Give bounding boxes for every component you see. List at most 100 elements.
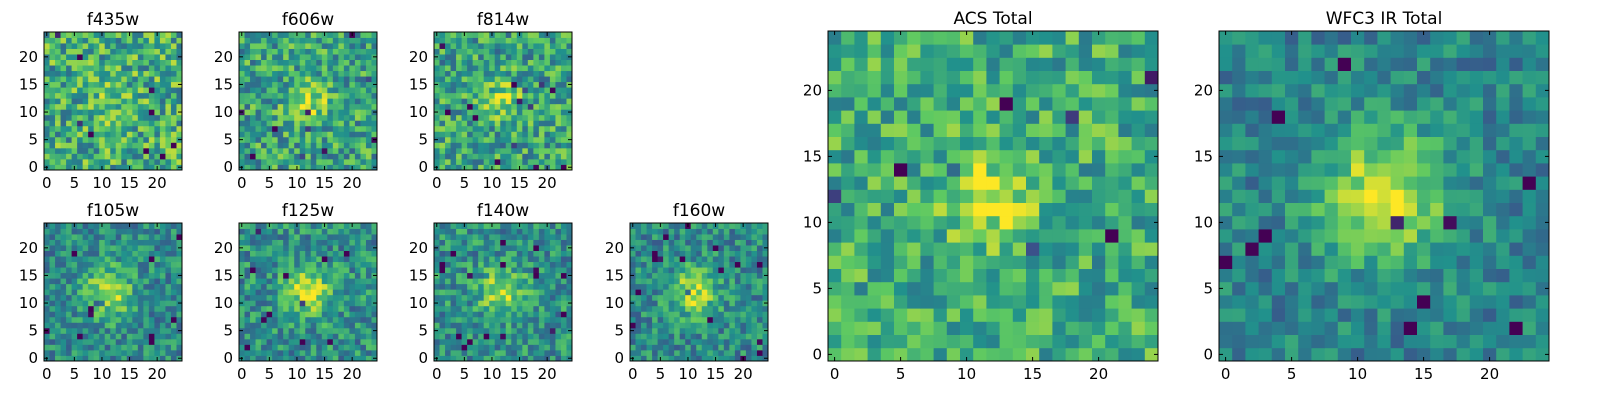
heatmap-cell bbox=[544, 125, 551, 132]
heatmap-cell bbox=[450, 158, 457, 165]
heatmap-cell bbox=[456, 355, 462, 362]
heatmap-cell bbox=[657, 250, 664, 257]
heatmap-cell bbox=[77, 48, 84, 55]
heatmap-cell bbox=[505, 283, 512, 290]
heatmap-cell bbox=[165, 305, 172, 312]
heatmap-cell bbox=[456, 92, 462, 99]
heatmap-cell bbox=[630, 311, 636, 318]
heatmap-cell bbox=[55, 70, 61, 77]
heatmap-cell bbox=[657, 327, 664, 334]
heatmap-cell bbox=[115, 59, 122, 66]
heatmap-cell bbox=[472, 239, 479, 246]
heatmap-cell bbox=[663, 305, 670, 312]
heatmap-cell bbox=[115, 327, 122, 334]
heatmap-cell bbox=[461, 131, 468, 138]
heatmap-cell bbox=[630, 305, 636, 312]
heatmap-cell bbox=[143, 316, 150, 323]
heatmap-cell bbox=[723, 300, 730, 307]
heatmap-cell bbox=[316, 289, 323, 296]
heatmap-cell bbox=[522, 142, 529, 149]
heatmap-cell bbox=[343, 43, 350, 49]
heatmap-cell bbox=[668, 250, 675, 257]
heatmap-cell bbox=[327, 239, 334, 246]
heatmap-cell bbox=[321, 322, 328, 329]
heatmap-cell bbox=[321, 142, 328, 149]
heatmap-cell bbox=[244, 87, 251, 94]
heatmap-cell bbox=[255, 120, 262, 127]
heatmap-cell bbox=[500, 272, 507, 279]
heatmap-cell bbox=[154, 98, 161, 105]
heatmap-cell bbox=[277, 114, 284, 121]
heatmap-cell bbox=[299, 278, 306, 285]
heatmap-cell bbox=[165, 272, 172, 279]
heatmap-cell bbox=[505, 131, 512, 138]
heatmap-cell bbox=[1092, 255, 1106, 269]
heatmap-cell bbox=[250, 327, 256, 334]
heatmap-cell bbox=[250, 164, 256, 171]
heatmap-cell bbox=[630, 349, 636, 356]
heatmap-cell bbox=[729, 316, 736, 323]
heatmap-cell bbox=[93, 300, 100, 307]
heatmap-cell bbox=[343, 300, 350, 307]
heatmap-cell bbox=[555, 256, 562, 263]
heatmap-cell bbox=[549, 43, 556, 49]
heatmap-cell bbox=[288, 98, 295, 105]
heatmap-cell bbox=[277, 48, 284, 55]
heatmap-cell bbox=[327, 234, 334, 240]
heatmap-cell bbox=[82, 228, 89, 235]
heatmap-cell bbox=[712, 272, 719, 279]
heatmap-cell bbox=[566, 338, 573, 345]
heatmap-cell bbox=[137, 114, 144, 121]
heatmap-cell bbox=[66, 65, 72, 72]
heatmap-cell bbox=[500, 316, 507, 323]
heatmap-cell bbox=[685, 344, 692, 351]
heatmap-cell bbox=[332, 333, 339, 340]
heatmap-cell bbox=[143, 120, 150, 127]
heatmap-cell bbox=[310, 153, 317, 160]
heatmap-cell bbox=[176, 333, 183, 340]
heatmap-cell bbox=[349, 300, 356, 307]
heatmap-cell bbox=[321, 261, 328, 268]
heatmap-cell bbox=[1012, 176, 1027, 190]
heatmap-cell bbox=[93, 355, 100, 362]
heatmap-cell bbox=[522, 256, 529, 263]
heatmap-cell bbox=[439, 43, 446, 49]
heatmap-cell bbox=[104, 98, 111, 105]
heatmap-cell bbox=[505, 147, 512, 154]
heatmap-cell bbox=[527, 136, 534, 143]
heatmap-cell bbox=[277, 153, 284, 160]
y-tick-label: 5 bbox=[418, 322, 428, 340]
heatmap-cell bbox=[137, 283, 144, 290]
heatmap-cell bbox=[104, 250, 111, 257]
heatmap-cell bbox=[154, 234, 161, 240]
heatmap-cell bbox=[277, 142, 284, 149]
heatmap-cell bbox=[630, 283, 636, 290]
heatmap-cell bbox=[60, 234, 67, 240]
heatmap-cell bbox=[527, 164, 534, 171]
heatmap-cell bbox=[467, 283, 474, 290]
heatmap-cell bbox=[239, 294, 245, 301]
heatmap-cell bbox=[148, 65, 155, 72]
heatmap-cell bbox=[511, 239, 518, 246]
heatmap-cell bbox=[170, 338, 177, 345]
heatmap-cell bbox=[483, 98, 490, 105]
heatmap-cell bbox=[343, 267, 350, 274]
heatmap-cell bbox=[305, 109, 312, 116]
heatmap-cell bbox=[261, 136, 267, 143]
heatmap-cell bbox=[115, 250, 122, 257]
heatmap-cell bbox=[434, 322, 440, 329]
heatmap-cell bbox=[115, 98, 122, 105]
heatmap-cell bbox=[77, 355, 84, 362]
heatmap-cell bbox=[668, 305, 675, 312]
heatmap-cell bbox=[894, 281, 908, 296]
heatmap-cell bbox=[71, 114, 78, 121]
heatmap-cell bbox=[516, 256, 523, 263]
heatmap-cell bbox=[461, 76, 468, 83]
heatmap-cell bbox=[745, 300, 752, 307]
heatmap-cell bbox=[456, 344, 462, 351]
heatmap-cell bbox=[745, 239, 752, 246]
heatmap-cell bbox=[272, 70, 279, 77]
heatmap-cell bbox=[527, 261, 534, 268]
heatmap-cell bbox=[154, 245, 161, 251]
